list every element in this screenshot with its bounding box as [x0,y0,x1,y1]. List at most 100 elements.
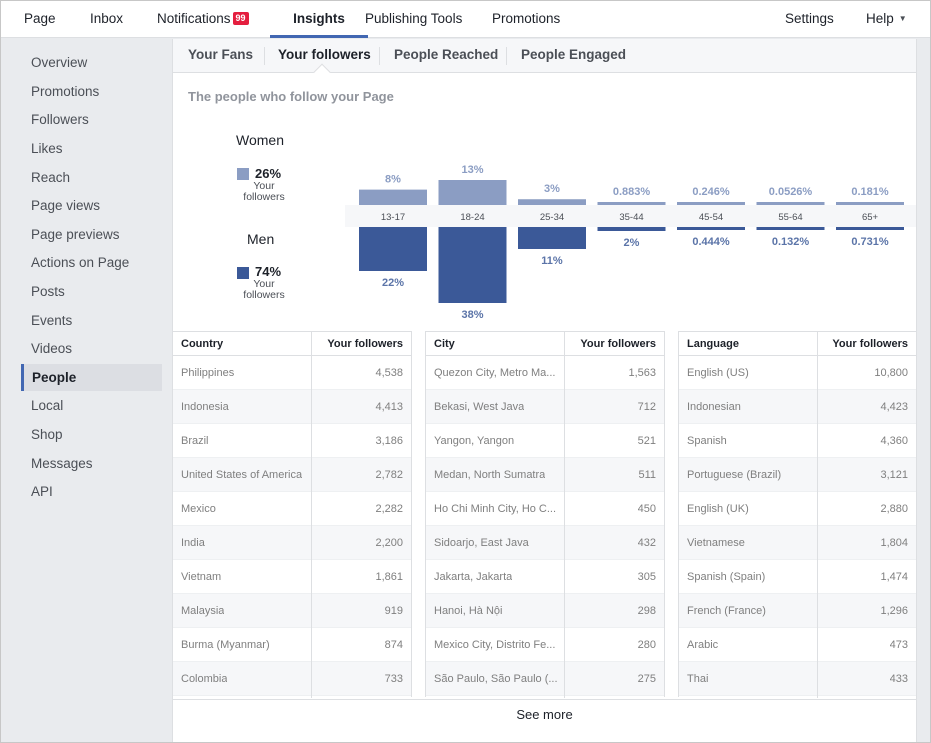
nav-settings[interactable]: Settings [785,1,834,38]
row-value: 1,563 [628,367,656,379]
nav-promotions[interactable]: Promotions [492,1,560,38]
column-divider [817,332,818,698]
row-name: Mexico [181,503,216,515]
table-row: Indonesia 4,413 [173,390,411,424]
see-more-button[interactable]: See more [173,699,916,742]
sidebar-item-reach[interactable]: Reach [21,164,162,191]
sidebar-item-videos[interactable]: Videos [21,335,162,362]
age-tick-label: 45-54 [699,212,723,223]
nav-insights-label: Insights [293,11,345,26]
table-row: Vietnamese 1,804 [679,526,916,560]
sidebar-item-label: Promotions [31,84,100,99]
row-value: 4,360 [880,435,908,447]
row-value: 521 [637,435,656,447]
row-name: Spanish [687,435,727,447]
nav-notifications[interactable]: Notifications 99 [157,1,249,38]
row-value: 298 [637,605,656,617]
nav-publishing-tools[interactable]: Publishing Tools [365,1,462,38]
sidebar-item-label: Shop [31,427,63,442]
table-header: Language Your followers [679,332,916,356]
row-value: 473 [889,639,908,651]
table-row: São Paulo, São Paulo (... 275 [426,662,664,696]
row-value: 4,538 [375,367,403,379]
sidebar-item-page-previews[interactable]: Page previews [21,221,162,248]
row-name: Burma (Myanmar) [181,639,270,651]
nav-notifications-label: Notifications [157,11,231,26]
sidebar-item-likes[interactable]: Likes [21,135,162,162]
women-value-label: 3% [544,183,560,195]
men-bar [359,227,427,271]
tab-people-reached[interactable]: People Reached [394,39,498,73]
table-row: Burma (Myanmar) 874 [173,628,411,662]
table-row: Indonesian 4,423 [679,390,916,424]
sidebar-item-label: Actions on Page [31,255,130,270]
age-tick-label: 25-34 [540,212,564,223]
women-bar [518,199,586,205]
men-value-label: 0.444% [692,236,730,248]
column-header: Your followers [832,338,908,350]
row-name: Medan, North Sumatra [434,469,546,481]
women-bar [677,202,745,205]
column-header: City [434,338,455,350]
row-value: 450 [637,503,656,515]
row-value: 919 [384,605,403,617]
row-value: 511 [638,469,656,481]
table-row: Yangon, Yangon 521 [426,424,664,458]
caret-down-icon: ▼ [898,14,907,23]
women-bar [756,202,825,205]
women-bar [438,180,507,205]
row-name: Sidoarjo, East Java [434,537,529,549]
nav-page[interactable]: Page [24,1,56,38]
tab-people-engaged[interactable]: People Engaged [521,39,626,73]
sidebar-item-events[interactable]: Events [21,307,162,334]
men-value-label: 0.132% [772,236,810,248]
category-strip [345,205,916,227]
nav-insights[interactable]: Insights [270,1,368,38]
women-value-label: 0.0526% [769,186,813,198]
age-tick-label: 65+ [862,212,879,223]
tab-label: Your followers [278,47,371,62]
row-name: Quezon City, Metro Ma... [434,367,556,379]
notifications-badge: 99 [232,12,249,25]
women-value-label: 13% [461,164,483,176]
row-value: 733 [384,673,403,685]
table-row: Quezon City, Metro Ma... 1,563 [426,356,664,390]
women-value-label: 0.246% [692,186,730,198]
sidebar-item-label: Events [31,313,73,328]
sidebar-item-api[interactable]: API [21,478,162,505]
nav-help[interactable]: Help ▼ [866,1,907,38]
age-tick-label: 13-17 [381,212,405,223]
sidebar-item-actions-on-page[interactable]: Actions on Page [21,249,162,276]
sidebar-item-overview[interactable]: Overview [21,49,162,76]
sidebar-item-page-views[interactable]: Page views [21,192,162,219]
row-name: Vietnamese [687,537,745,549]
nav-inbox[interactable]: Inbox [90,1,123,38]
sidebar-item-followers[interactable]: Followers [21,106,162,133]
sidebar-item-posts[interactable]: Posts [21,278,162,305]
sidebar-item-messages[interactable]: Messages [21,450,162,477]
row-name: Portuguese (Brazil) [687,469,782,481]
row-name: Yangon, Yangon [434,435,515,447]
table-row: Medan, North Sumatra 511 [426,458,664,492]
tab-your-followers[interactable]: Your followers [278,39,371,73]
column-divider [311,332,312,698]
table-row: India 2,200 [173,526,411,560]
row-name: Vietnam [181,571,222,583]
sidebar-item-promotions[interactable]: Promotions [21,78,162,105]
sidebar-item-people[interactable]: People [21,364,162,391]
row-value: 2,782 [375,469,403,481]
table-row: Jakarta, Jakarta 305 [426,560,664,594]
tab-your-fans[interactable]: Your Fans [188,39,253,73]
age-tick-label: 55-64 [778,212,802,223]
tab-label: People Reached [394,47,499,62]
table-row: Hanoi, Hà Nội 298 [426,594,664,628]
row-value: 2,880 [880,503,908,515]
sidebar-item-local[interactable]: Local [21,392,162,419]
table-row: Vietnam 1,861 [173,560,411,594]
sidebar-item-shop[interactable]: Shop [21,421,162,448]
men-value-label: 22% [382,277,404,289]
row-name: French (France) [687,605,766,617]
legend-men-pct: 74% [255,264,282,279]
table-row: Ho Chi Minh City, Ho C... 450 [426,492,664,526]
row-value: 4,413 [375,401,403,413]
